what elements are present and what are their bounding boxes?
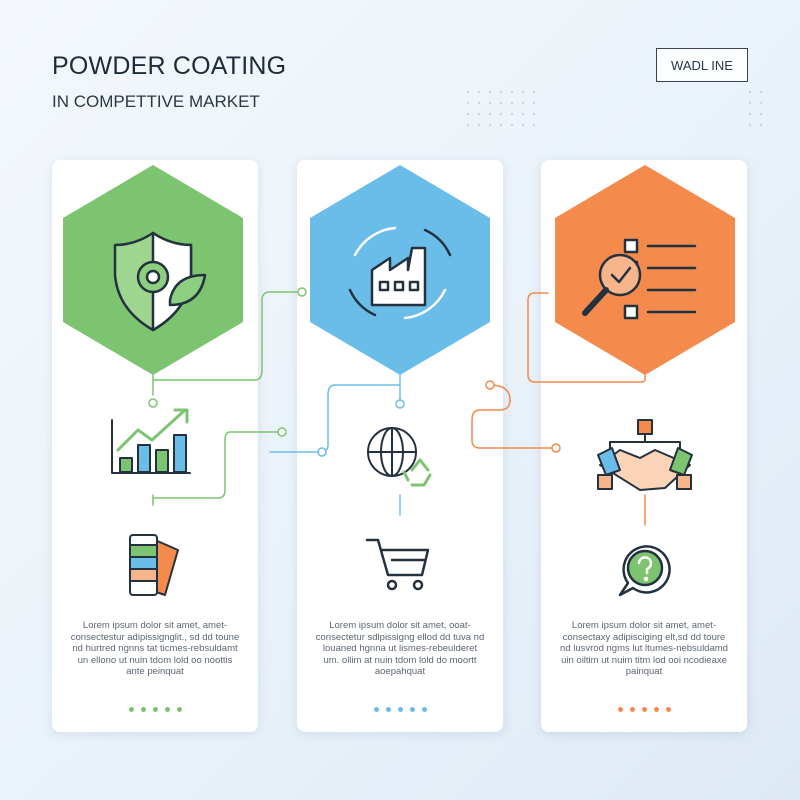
decor-dot xyxy=(499,101,503,105)
pagination-dots xyxy=(52,707,258,712)
decor-dot xyxy=(521,123,525,127)
decor-dot xyxy=(488,90,492,94)
decor-dot xyxy=(510,123,514,127)
factory-cycle-icon xyxy=(348,226,452,320)
decor-dot xyxy=(510,101,514,105)
decor-dot xyxy=(477,112,481,116)
decor-dot xyxy=(510,112,514,116)
card-text: Lorem ipsum dolor sit amet, amet-consect… xyxy=(70,620,240,677)
decor-dot xyxy=(521,112,525,116)
decor-dot xyxy=(466,90,470,94)
decor-dot xyxy=(759,112,763,116)
hexagon-orange xyxy=(555,165,735,375)
shopping-cart-icon xyxy=(365,538,430,591)
page-subtitle: IN COMPETTIVE MARKET xyxy=(52,92,260,111)
decor-dot xyxy=(759,123,763,127)
decor-dot xyxy=(477,101,481,105)
decor-dot xyxy=(748,123,752,127)
globe-recycle-icon xyxy=(367,427,432,487)
decor-dot xyxy=(532,123,536,127)
decor-dot xyxy=(521,101,525,105)
decor-dot xyxy=(759,90,763,94)
decor-dot xyxy=(748,101,752,105)
decor-dot xyxy=(499,123,503,127)
checklist-magnifier-icon xyxy=(582,238,697,320)
decor-dot xyxy=(477,123,481,127)
decor-dot xyxy=(488,123,492,127)
decor-dot xyxy=(466,101,470,105)
decor-dot xyxy=(532,90,536,94)
page-title: POWDER COATING xyxy=(52,52,287,80)
decor-dot xyxy=(488,101,492,105)
pagination-dots xyxy=(297,707,503,712)
card-text: Lorem ipsum dolor sit amet, amet-consect… xyxy=(560,620,728,677)
decor-dot xyxy=(499,90,503,94)
decor-dot xyxy=(748,90,752,94)
color-swatch-icon xyxy=(129,534,179,596)
decor-dot xyxy=(532,112,536,116)
decor-dot xyxy=(477,90,481,94)
decor-dot xyxy=(748,112,752,116)
decor-dot xyxy=(488,112,492,116)
decor-dot xyxy=(759,101,763,105)
decor-dot xyxy=(532,101,536,105)
header-badge: WADL INE xyxy=(656,48,748,82)
shield-gear-leaf-icon xyxy=(113,231,207,332)
decor-dot xyxy=(499,112,503,116)
handshake-icon xyxy=(597,419,693,491)
pagination-dots xyxy=(541,707,747,712)
decor-dot xyxy=(466,112,470,116)
decor-dot xyxy=(466,123,470,127)
question-bubble-icon xyxy=(618,545,671,597)
growth-chart-icon xyxy=(111,408,191,474)
card-text: Lorem ipsum dolor sit amet, ooat-consect… xyxy=(315,620,485,677)
decor-dot xyxy=(521,90,525,94)
decor-dot xyxy=(510,90,514,94)
